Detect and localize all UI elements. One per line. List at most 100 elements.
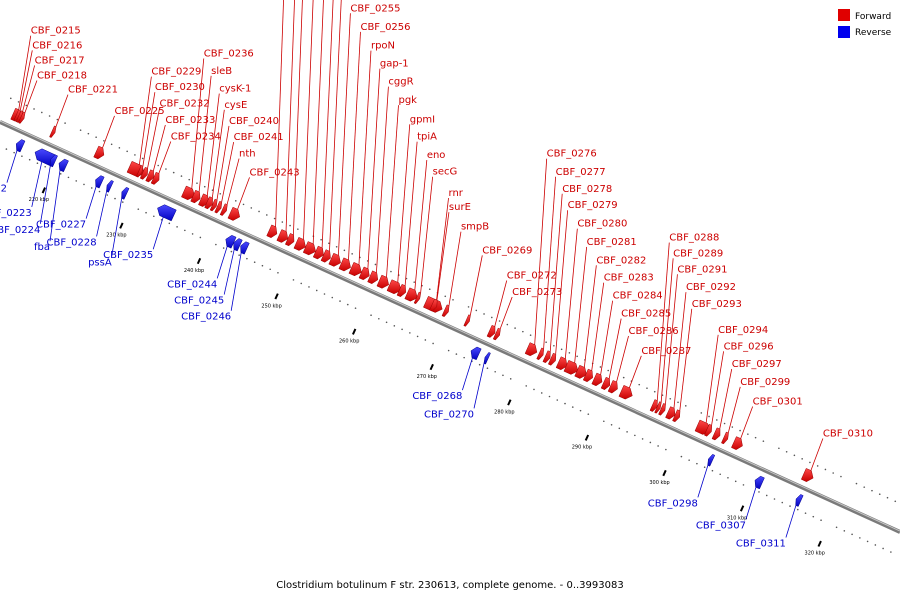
gene-cbf-0230-label[interactable]: CBF_0230 [155, 82, 205, 93]
gene-cbf-0256-arrow[interactable] [338, 257, 351, 272]
gene-nth-arrow[interactable] [219, 203, 228, 216]
gene-cbf-0276-label[interactable]: CBF_0276 [547, 149, 597, 160]
gene-tpia-arrow[interactable] [396, 283, 406, 297]
gene-cbf-0235-label[interactable]: CBF_0235 [103, 250, 153, 261]
gene-cbf-0282-arrow[interactable] [574, 364, 587, 379]
gene-cbf-0225-arrow[interactable] [93, 145, 105, 160]
gene-cbf-0278-label[interactable]: CBF_0278 [562, 184, 612, 195]
gene-cbf-0272-arrow[interactable] [486, 324, 496, 338]
gene-fba-label[interactable]: fba [34, 242, 50, 253]
gene-cbf-0241-arrow[interactable] [214, 200, 223, 214]
gene-pgk-arrow[interactable] [376, 274, 389, 289]
gene-cggr-label[interactable]: cggR [388, 77, 413, 88]
gene-cbf-0288-arrow[interactable] [649, 399, 658, 412]
gene-gap-1-arrow[interactable] [358, 266, 370, 281]
gene-cbf-0299-arrow[interactable] [721, 431, 729, 445]
gene-cbf-0311-arrow[interactable] [795, 494, 804, 507]
gene-cbf-0244-arrow[interactable] [225, 235, 237, 249]
gene-cbf-0276-arrow[interactable] [524, 342, 538, 357]
gene-cbf-0291-label[interactable]: CBF_0291 [677, 264, 727, 275]
gene-cbf-0221-arrow[interactable] [49, 125, 57, 138]
gene-nth-label[interactable]: nth [239, 149, 256, 160]
gene-cbf-0297-arrow[interactable] [711, 427, 721, 441]
gene-pssa-label[interactable]: pssA [88, 257, 112, 268]
gene-cbf-0228-label[interactable]: CBF_0228 [47, 237, 97, 248]
gene-smpb-arrow[interactable] [441, 304, 450, 318]
gene-cbf-0216-label[interactable]: CBF_0216 [32, 40, 82, 51]
gene-cbf-0270-label[interactable]: CBF_0270 [424, 409, 474, 420]
gene-cbf-0296-label[interactable]: CBF_0296 [724, 341, 774, 352]
gene-rnr-label[interactable]: rnr [449, 188, 464, 199]
gene-cbf-0246-label[interactable]: CBF_0246 [181, 312, 231, 323]
gene-cbf-0270-arrow[interactable] [483, 352, 491, 365]
gene-cbf-0278-arrow[interactable] [542, 350, 551, 364]
gene-cbf-0273-arrow[interactable] [492, 327, 501, 341]
gene-cbf-0245-arrow[interactable] [233, 238, 243, 252]
gene-cbf-0245-label[interactable]: CBF_0245 [174, 296, 224, 307]
gene-cbf-0240-arrow[interactable] [209, 198, 218, 212]
gene-cbf-0232-arrow[interactable] [139, 166, 149, 180]
gene-cbf-0235-arrow[interactable] [157, 204, 177, 222]
gene-cbf-0240-label[interactable]: CBF_0240 [229, 116, 279, 127]
gene-cbf-0283-label[interactable]: CBF_0283 [604, 273, 654, 284]
gene-cbf-0233-label[interactable]: CBF_0233 [165, 115, 215, 126]
gene-cbf-0256-label[interactable]: CBF_0256 [360, 22, 410, 33]
gene-cbf-0288-label[interactable]: CBF_0288 [669, 233, 719, 244]
gene-cbf-0307-label[interactable]: CBF_0307 [696, 520, 746, 531]
gene-cbf-0233-arrow[interactable] [145, 169, 154, 183]
gene-cbf-0289-label[interactable]: CBF_0289 [673, 248, 723, 259]
gene-cbf-0285-label[interactable]: CBF_0285 [621, 309, 671, 320]
gene-secg-arrow[interactable] [413, 291, 422, 305]
gene-cbf-0277-label[interactable]: CBF_0277 [556, 167, 606, 178]
gene-sleb-label[interactable]: sleB [211, 66, 232, 77]
gene-cbf-0222-arrow[interactable] [16, 139, 26, 153]
gene-cbf-0292-arrow[interactable] [665, 406, 676, 420]
gene-tpia-label[interactable]: tpiA [417, 132, 437, 143]
gene-cbf-0307-arrow[interactable] [754, 475, 765, 490]
gene-cbf-0311-label[interactable]: CBF_0311 [736, 538, 786, 549]
gene-gpmi-arrow[interactable] [386, 279, 402, 295]
gene-rpon-arrow[interactable] [348, 261, 362, 277]
gene-cbf-0225-label[interactable]: CBF_0225 [115, 106, 165, 117]
gene-cbf-0284-label[interactable]: CBF_0284 [613, 291, 663, 302]
gene-cbf-0299-label[interactable]: CBF_0299 [740, 377, 790, 388]
gene-cbf-0241-label[interactable]: CBF_0241 [234, 132, 284, 143]
gene-cbf-0218-arrow[interactable] [18, 111, 26, 124]
gene-cbf-0293-label[interactable]: CBF_0293 [692, 299, 742, 310]
gene-cbf-0277-arrow[interactable] [536, 347, 545, 361]
gene-cbf-0294-label[interactable]: CBF_0294 [718, 325, 768, 336]
gene-sure-arrow[interactable] [429, 298, 438, 312]
gene-cbf-0287-label[interactable]: CBF_0287 [641, 346, 691, 357]
gene-cbf-0222-label[interactable]: CBF_0222 [0, 184, 7, 195]
gene-cbf-0227-label[interactable]: CBF_0227 [36, 220, 86, 231]
gene-cbf-0251-arrow[interactable] [293, 236, 306, 251]
gene-rpon-label[interactable]: rpoN [371, 41, 395, 52]
gene-cbf-0248-arrow[interactable] [266, 224, 278, 238]
gene-cbf-0279-arrow[interactable] [547, 352, 557, 366]
gene-cbf-0236-arrow[interactable] [181, 185, 195, 201]
gene-cbf-0252-arrow[interactable] [302, 241, 316, 256]
gene-sure-label[interactable]: surE [449, 202, 471, 213]
gene-cbf-0269-arrow[interactable] [463, 314, 471, 327]
gene-cbf-0298-label[interactable]: CBF_0298 [648, 498, 698, 509]
gene-cbf-0297-label[interactable]: CBF_0297 [732, 359, 782, 370]
gene-cbf-0246-arrow[interactable] [240, 241, 250, 255]
gene-cggr-arrow[interactable] [367, 270, 379, 284]
gene-eno-arrow[interactable] [404, 287, 418, 302]
gene-cbf-0230-arrow[interactable] [136, 165, 144, 178]
gene-cbf-0221-label[interactable]: CBF_0221 [68, 85, 118, 96]
gene-cbf-0296-arrow[interactable] [703, 423, 713, 437]
gene-cbf-0269-label[interactable]: CBF_0269 [482, 245, 532, 256]
gene-cbf-0244-label[interactable]: CBF_0244 [167, 279, 217, 290]
gene-cbf-0234-label[interactable]: CBF_0234 [171, 131, 221, 142]
gene-cbf-0224-arrow[interactable] [49, 154, 58, 168]
gene-cbf-0280-label[interactable]: CBF_0280 [577, 219, 627, 230]
gene-cbf-0255-arrow[interactable] [328, 252, 341, 267]
gene-cbf-0229-label[interactable]: CBF_0229 [151, 67, 201, 78]
gene-pgk-label[interactable]: pgk [398, 95, 417, 106]
gene-cbf-0279-label[interactable]: CBF_0279 [568, 200, 618, 211]
gene-cbf-0255-label[interactable]: CBF_0255 [350, 3, 400, 14]
gene-cbf-0272-label[interactable]: CBF_0272 [507, 270, 557, 281]
gene-secg-label[interactable]: secG [433, 167, 458, 178]
gene-pssa-arrow[interactable] [121, 186, 130, 200]
